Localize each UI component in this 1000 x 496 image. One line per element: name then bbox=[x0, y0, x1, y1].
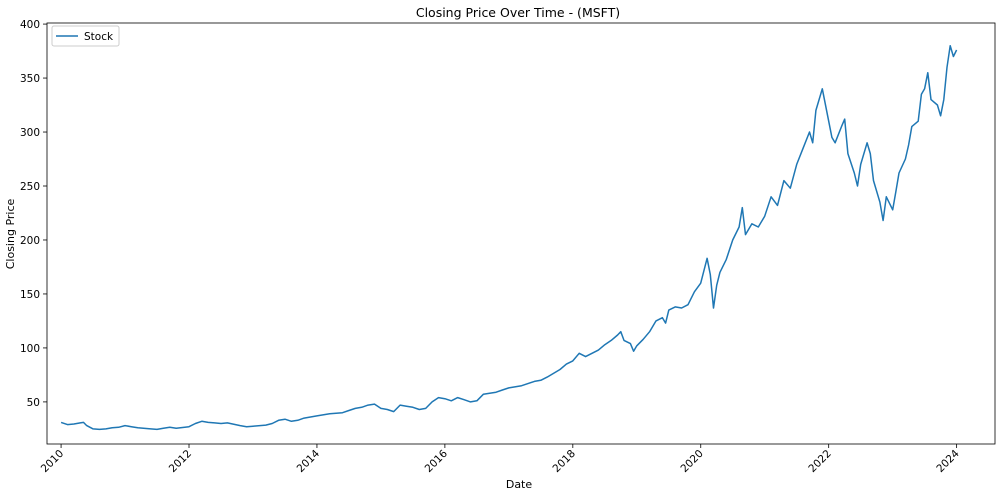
x-tick-label: 2018 bbox=[551, 448, 578, 475]
plot-area bbox=[46, 22, 996, 445]
y-tick-label: 200 bbox=[20, 235, 40, 247]
y-axis: 50 100 150 200 250 300 350 400 bbox=[20, 19, 47, 409]
x-tick-label: 2016 bbox=[423, 447, 451, 475]
x-axis: 2010 2012 2014 2016 2018 2020 2022 2024 bbox=[39, 444, 962, 475]
y-tick-label: 250 bbox=[20, 181, 40, 193]
plot-frame bbox=[46, 22, 996, 445]
x-tick-label: 2014 bbox=[295, 447, 323, 475]
y-tick-label: 350 bbox=[20, 73, 40, 85]
x-tick-label: 2024 bbox=[934, 447, 962, 475]
x-tick-label: 2022 bbox=[806, 448, 833, 475]
x-tick-label: 2020 bbox=[678, 448, 705, 475]
y-tick-label: 400 bbox=[20, 19, 40, 31]
y-tick-label: 100 bbox=[20, 343, 40, 355]
y-tick-label: 150 bbox=[20, 289, 40, 301]
chart-title: Closing Price Over Time - (MSFT) bbox=[416, 5, 620, 20]
x-tick-label: 2010 bbox=[39, 448, 66, 475]
x-tick-label: 2012 bbox=[167, 448, 194, 475]
series-line-stock bbox=[60, 44, 958, 431]
legend-entry-stock: Stock bbox=[84, 31, 114, 43]
legend: Stock bbox=[51, 25, 120, 47]
legend-box bbox=[51, 25, 120, 47]
y-tick-label: 50 bbox=[27, 397, 40, 409]
x-axis-label: Date bbox=[506, 478, 533, 491]
y-tick-label: 300 bbox=[20, 127, 40, 139]
y-axis-label: Closing Price bbox=[4, 199, 17, 270]
